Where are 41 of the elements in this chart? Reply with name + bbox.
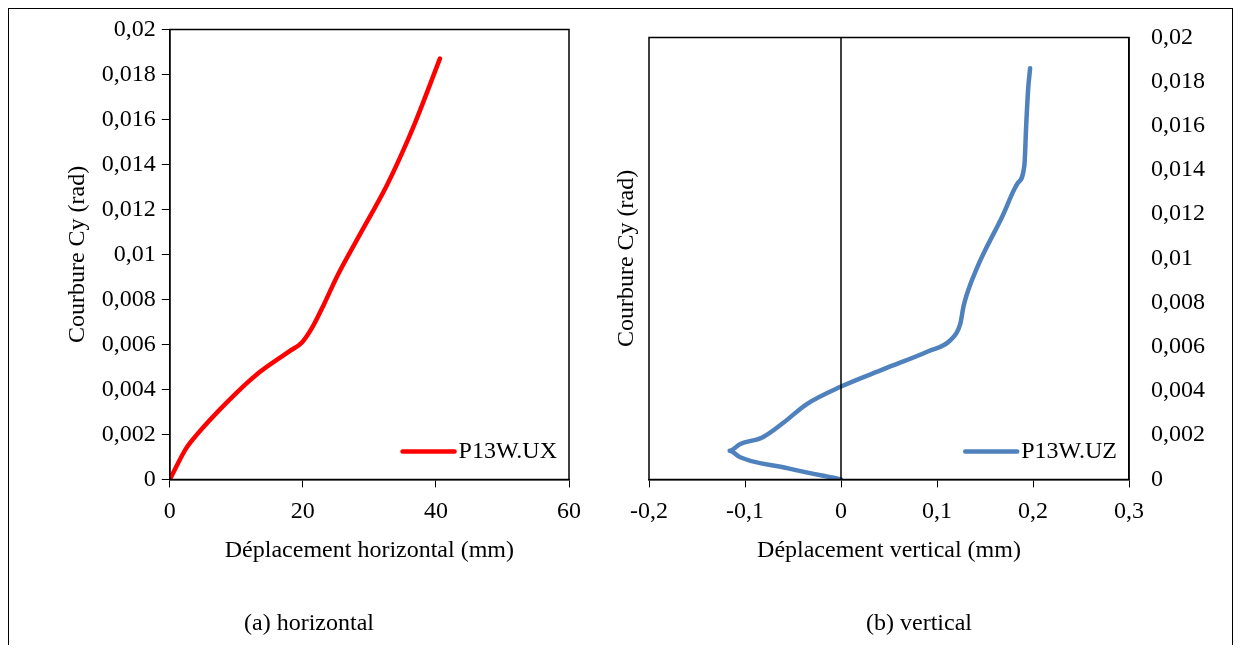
x-tick-label: -0,2 [630, 497, 668, 524]
x-tick-label: -0,1 [726, 497, 764, 524]
y-tick-label: 0,01 [113, 239, 156, 266]
y-axis-title: Courbure Cy (rad) [62, 165, 89, 344]
y-tick-label: 0,02 [1151, 22, 1193, 49]
x-tick-label: 60 [557, 497, 581, 524]
y-tick-label: 0,012 [1151, 199, 1205, 226]
y-tick-label: 0,02 [113, 14, 156, 41]
y-tick-label: 0,012 [101, 194, 156, 221]
text: (b) vertical [866, 609, 972, 636]
y-tick-label: 0 [143, 464, 156, 491]
x-tick-label: 0,1 [922, 497, 952, 524]
y-tick-label: 0,008 [1151, 287, 1205, 314]
y-tick-label: 0,004 [1151, 376, 1205, 403]
y-tick-label: 0,014 [101, 149, 156, 176]
y-tick-label: 0,016 [1151, 111, 1205, 138]
x-axis-title: Déplacement vertical (mm) [757, 535, 1021, 562]
legend-label: P13W.UX [458, 436, 558, 463]
x-tick-label: 40 [423, 497, 448, 524]
y-tick-label: 0,006 [1151, 332, 1205, 359]
x-tick-label: 0,2 [1018, 497, 1048, 524]
y-tick-label: 0,006 [101, 329, 156, 356]
x-tick-label: 0 [163, 497, 176, 524]
y-tick-label: 0,018 [101, 59, 156, 86]
y-tick-label: 0,01 [1151, 243, 1193, 270]
y-tick-label: 0 [1151, 464, 1163, 491]
x-tick-label: 0 [835, 497, 847, 524]
x-tick-label: 0,3 [1114, 497, 1144, 524]
y-tick-label: 0,008 [101, 284, 156, 311]
y-axis-title: Courbure Cy (rad) [612, 169, 639, 348]
legend-label: P13W.UZ [1021, 436, 1118, 463]
y-tick-label: 0,014 [1151, 155, 1205, 182]
x-tick-label: 20 [290, 497, 315, 524]
y-tick-label: 0,018 [1151, 66, 1205, 93]
x-axis-title: Déplacement horizontal (mm) [224, 535, 515, 562]
y-tick-label: 0,002 [1151, 420, 1205, 447]
y-tick-label: 0,004 [101, 374, 156, 401]
y-tick-label: 0,016 [101, 104, 156, 131]
line-series [169, 56, 443, 480]
y-tick-label: 0,002 [101, 419, 156, 446]
text: (a) horizontal [244, 609, 374, 636]
